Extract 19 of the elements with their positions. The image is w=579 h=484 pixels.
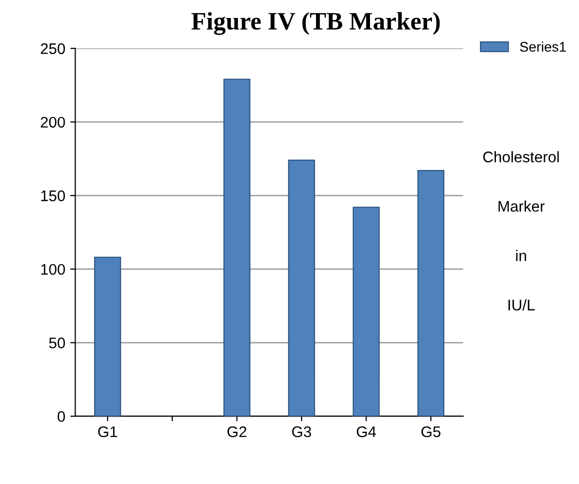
legend-label: Series1 — [520, 42, 566, 52]
y-tick-label: 100 — [41, 264, 65, 275]
x-tick-label: G1 — [98, 426, 118, 438]
bar — [223, 78, 250, 416]
x-tick-label: G2 — [227, 426, 246, 438]
y-tick-label: 150 — [41, 190, 65, 202]
bar — [352, 206, 380, 416]
text: Cholesterol Marker in IU/L — [483, 151, 559, 310]
y-tick-label: 0 — [58, 411, 65, 422]
bar — [288, 160, 316, 416]
x-tick-label: G3 — [292, 426, 312, 438]
y-tick-label: 200 — [40, 116, 65, 128]
y-tick-label: 50 — [49, 338, 65, 348]
bar — [417, 170, 444, 416]
chart-title: Figure IV (TB Marker) — [191, 12, 440, 35]
bar — [94, 256, 122, 416]
y-tick-label: 250 — [40, 43, 65, 54]
x-tick-label: G5 — [421, 426, 440, 438]
x-tick-label: G4 — [356, 426, 376, 438]
